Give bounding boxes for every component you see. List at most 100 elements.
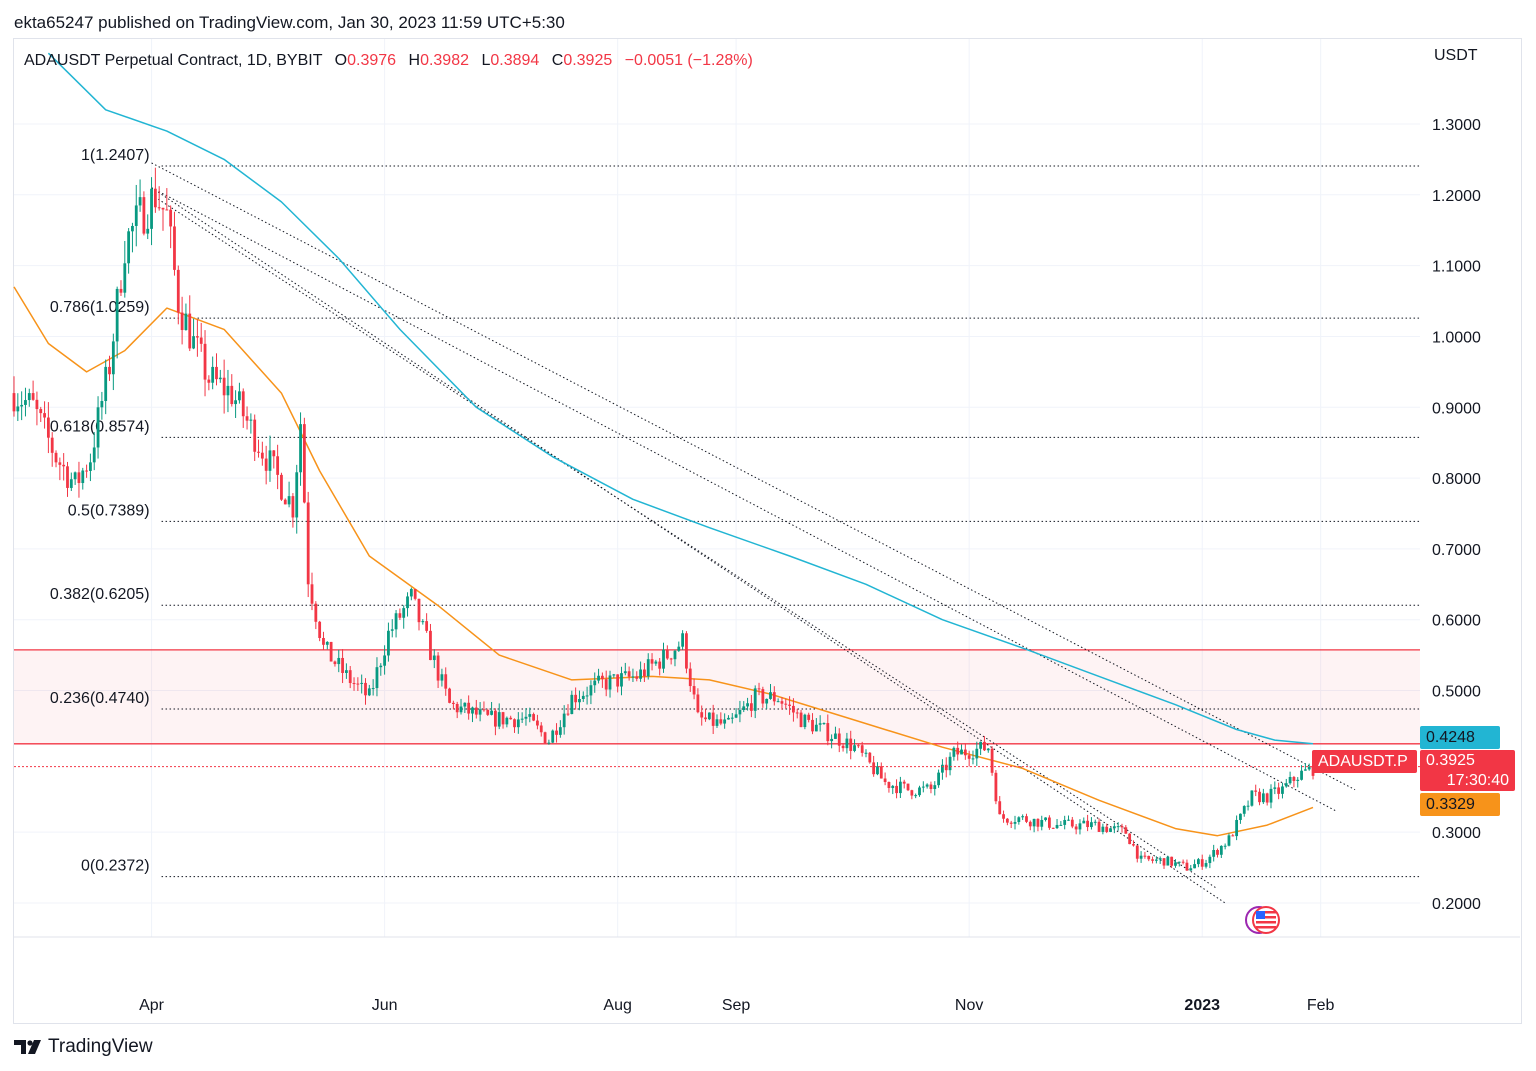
last-price-symbol: ADAUSDT.P xyxy=(1318,753,1408,770)
candle-body xyxy=(474,707,478,715)
candle-body xyxy=(643,669,646,677)
candle-body xyxy=(165,209,169,211)
candle-body xyxy=(1170,856,1174,866)
candle-body xyxy=(371,688,375,690)
candle-body xyxy=(688,668,692,687)
candle-body xyxy=(46,417,50,438)
candle-body xyxy=(1124,827,1128,834)
candle-body xyxy=(92,447,96,463)
fib-level-label: 0(0.2372) xyxy=(81,858,150,875)
candle-body xyxy=(845,738,849,749)
candle-body xyxy=(654,661,658,664)
candle-body xyxy=(685,633,688,669)
candle-body xyxy=(578,699,581,703)
candle-body xyxy=(318,621,322,638)
candle-body xyxy=(467,702,471,714)
candle-body xyxy=(753,688,757,711)
candle-body xyxy=(215,366,218,380)
candle-body xyxy=(822,723,826,725)
candle-body xyxy=(536,720,539,726)
candle-body xyxy=(62,464,66,467)
candle-body xyxy=(1120,826,1124,828)
candle-body xyxy=(31,393,35,400)
x-tick-label: Feb xyxy=(1307,997,1335,1014)
tradingview-logo[interactable]: TradingView xyxy=(14,1036,153,1058)
candle-body xyxy=(150,188,153,229)
candle-body xyxy=(910,790,914,796)
candle-body xyxy=(738,709,742,715)
x-tick-label: Jun xyxy=(372,997,398,1014)
candle-body xyxy=(27,393,31,401)
candle-body xyxy=(302,424,306,503)
candle-body xyxy=(1303,769,1307,771)
candle-body xyxy=(344,670,348,673)
candle-body xyxy=(639,669,642,679)
candle-body xyxy=(658,661,662,669)
candle-body xyxy=(119,288,123,293)
flag-stripe xyxy=(1256,926,1276,929)
candle-body xyxy=(66,466,69,488)
candle-body xyxy=(849,738,853,751)
candle-body xyxy=(891,785,895,789)
candle-body xyxy=(448,688,451,703)
candle-body xyxy=(283,499,287,505)
candle-body xyxy=(967,755,971,759)
chart-frame[interactable] xyxy=(13,38,1522,1024)
candle-body xyxy=(1109,828,1112,832)
candle-body xyxy=(826,723,830,742)
candle-body xyxy=(451,702,455,704)
candle-body xyxy=(81,470,85,484)
candle-body xyxy=(497,712,501,727)
candle-body xyxy=(1307,766,1311,770)
candle-body xyxy=(627,671,631,677)
candle-body xyxy=(234,400,237,405)
legend-high-label: H xyxy=(408,52,421,69)
candle-body xyxy=(249,419,253,421)
candle-body xyxy=(1044,817,1047,820)
candle-body xyxy=(142,197,146,234)
y-tick-label: 1.3000 xyxy=(1432,117,1481,134)
ma-short-price-tag: 0.3329 xyxy=(1420,793,1500,816)
candle-body xyxy=(776,701,780,703)
candle-body xyxy=(1090,822,1093,828)
candle-body xyxy=(1070,819,1074,827)
candle-body xyxy=(616,674,620,687)
candle-body xyxy=(1128,833,1132,845)
candle-body xyxy=(711,712,715,726)
candle-body xyxy=(230,385,234,405)
candle-body xyxy=(417,598,421,623)
candle-body xyxy=(394,613,398,630)
candle-body xyxy=(192,336,195,349)
candle-body xyxy=(413,589,417,599)
candle-body xyxy=(547,742,551,744)
publisher-line: ekta65247 published on TradingView.com, … xyxy=(14,13,565,32)
candle-body xyxy=(792,705,795,713)
candle-body xyxy=(551,730,555,743)
candle-body xyxy=(131,225,134,232)
legend-open-value: 0.3976 xyxy=(347,52,397,69)
candle-body xyxy=(570,694,574,715)
candle-body xyxy=(1216,849,1219,855)
price-axis-unit: USDT xyxy=(1434,47,1478,64)
legend-high-value: 0.3982 xyxy=(420,52,469,69)
candle-body xyxy=(1212,849,1216,857)
candle-body xyxy=(73,472,77,480)
candle-body xyxy=(814,724,818,732)
candle-body xyxy=(662,649,665,669)
fib-level-label: 0.5(0.7389) xyxy=(68,502,150,519)
candle-body xyxy=(43,413,46,418)
candle-body xyxy=(173,226,176,270)
chart-misc xyxy=(14,766,1420,934)
candle-body xyxy=(769,692,772,699)
candle-body xyxy=(222,377,226,396)
candle-body xyxy=(937,772,940,786)
candle-body xyxy=(322,637,325,645)
candle-body xyxy=(482,709,486,711)
ma-short-price-value: 0.3329 xyxy=(1426,796,1475,813)
candle-body xyxy=(1097,821,1101,832)
candle-body xyxy=(1005,818,1009,823)
candle-body xyxy=(1174,862,1177,866)
last-price-tag: 0.3925 17:30:40 xyxy=(1420,750,1515,791)
candle-body xyxy=(459,706,463,713)
